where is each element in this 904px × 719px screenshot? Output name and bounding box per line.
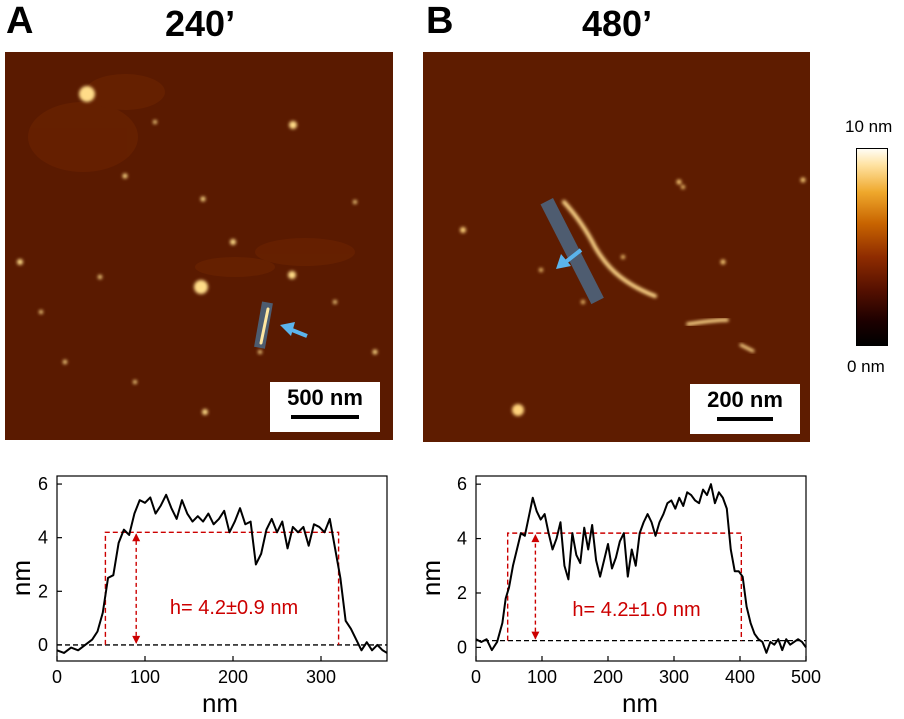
scale-bar-b: 200 nm xyxy=(690,384,800,434)
y-tick-label-a: 4 xyxy=(38,528,48,548)
height-arrow-head-bottom-b xyxy=(531,631,540,640)
x-tick-label-b: 400 xyxy=(725,667,755,687)
panel-letter-a: A xyxy=(6,0,34,42)
colorbar-max-label: 10 nm xyxy=(845,117,893,136)
y-tick-label-b: 2 xyxy=(457,583,467,603)
colorbar xyxy=(856,148,888,346)
arrow-b xyxy=(556,248,583,269)
height-arrow-head-bottom-a xyxy=(132,635,141,644)
profile-line-b xyxy=(475,483,807,654)
y-tick-label-a: 0 xyxy=(38,635,48,655)
scale-bar-a: 500 nm xyxy=(270,382,380,432)
afm-image-b xyxy=(423,52,810,442)
x-tick-label-a: 0 xyxy=(52,667,62,687)
height-profile-chart-b: nm nm 0 100 200 300 400 500 0 2 4 6 h= 4.2±1.0 nm xyxy=(420,474,821,718)
arrow-a xyxy=(280,322,308,338)
x-tick-label-b: 0 xyxy=(471,667,481,687)
y-tick-label-a: 6 xyxy=(38,474,48,494)
panel-letter-b: B xyxy=(426,0,454,42)
colorbar-min-label: 0 nm xyxy=(847,357,885,376)
plot-frame-b xyxy=(475,475,807,662)
height-arrow-head-top-b xyxy=(531,534,540,543)
profile-line-a xyxy=(56,493,388,654)
height-profile-chart-a: nm nm 0 100 200 300 0 2 4 6 h= 4.2±0.9 nm xyxy=(6,474,388,718)
x-axis-label-b: nm xyxy=(622,688,658,718)
y-tick-label-b: 0 xyxy=(457,637,467,657)
panel-time-a: 240’ xyxy=(165,3,236,44)
x-tick-label-b: 300 xyxy=(659,667,689,687)
height-arrow-head-top-a xyxy=(132,533,141,542)
x-tick-label-b: 500 xyxy=(791,667,821,687)
afm-image-a xyxy=(5,52,393,440)
y-tick-label-b: 6 xyxy=(457,474,467,494)
step-outline-a xyxy=(104,531,340,645)
scale-bar-line-a xyxy=(291,415,359,419)
x-axis-label-a: nm xyxy=(202,688,238,718)
x-tick-label-b: 200 xyxy=(593,667,623,687)
x-tick-label-a: 300 xyxy=(306,667,336,687)
scale-bar-label-a: 500 nm xyxy=(287,385,363,410)
highlight-rect-b xyxy=(540,198,604,305)
y-tick-label-b: 4 xyxy=(457,529,467,549)
y-axis-label-b: nm xyxy=(420,560,446,596)
panel-time-b: 480’ xyxy=(582,3,653,44)
y-tick-label-a: 2 xyxy=(38,581,48,601)
x-tick-label-a: 100 xyxy=(130,667,160,687)
height-annotation-b: h= 4.2±1.0 nm xyxy=(572,599,700,621)
x-tick-label-a: 200 xyxy=(218,667,248,687)
y-axis-label-a: nm xyxy=(6,560,36,596)
plot-frame-a xyxy=(56,475,388,662)
height-annotation-a: h= 4.2±0.9 nm xyxy=(170,597,298,619)
x-tick-label-b: 100 xyxy=(527,667,557,687)
scale-bar-label-b: 200 nm xyxy=(707,387,783,412)
scale-bar-line-b xyxy=(717,417,773,421)
